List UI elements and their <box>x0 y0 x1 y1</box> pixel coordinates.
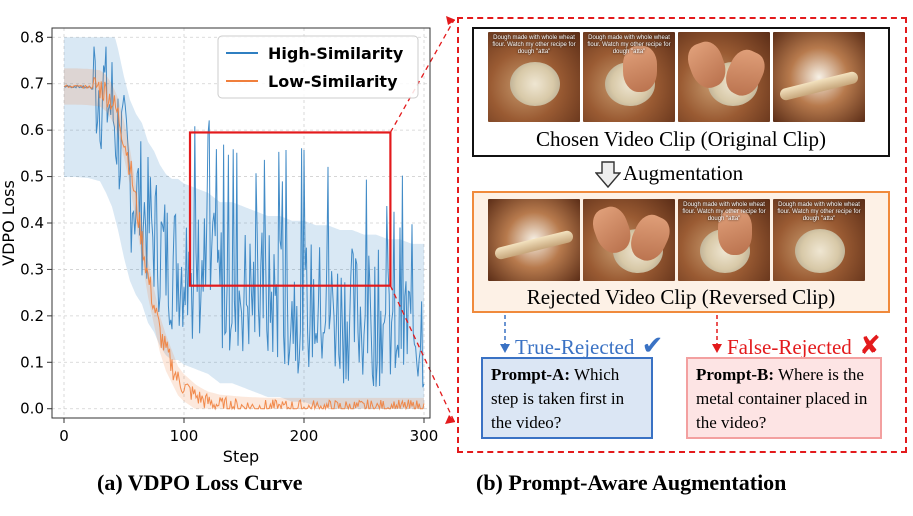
x-tick-label: 100 <box>170 427 199 445</box>
x-tick-label: 0 <box>59 427 69 445</box>
legend: High-Similarity Low-Similarity <box>217 35 419 99</box>
y-tick-label: 0.7 <box>20 75 44 93</box>
y-tick-label: 0.2 <box>20 307 44 325</box>
true-rejected-text: True-Rejected <box>515 335 635 359</box>
false-branch-arrowhead <box>712 344 722 353</box>
zoom-arrowhead-bottom <box>445 415 455 424</box>
false-rejected-text: False-Rejected <box>727 335 852 359</box>
axis-ticks: 0 100 200 300 0.0 0.1 0.2 0.3 0.4 0.5 0.6 0.7 0.8 <box>20 28 438 445</box>
loss-curve-chart: 0 100 200 300 0.0 0.1 0.2 0.3 0.4 0.5 0.6 0.7 0.8 St… <box>0 16 455 466</box>
prompt-a-text: Which step is taken first in the video? <box>491 365 625 432</box>
zoom-connector-top <box>389 19 455 133</box>
series-band-low-similarity <box>64 68 424 409</box>
rejected-clip-box: Dough made with whole wheat flour. Watch… <box>472 191 890 313</box>
chosen-frames: Dough made with whole wheat flour. Watch… <box>488 32 865 122</box>
chosen-frame-1: Dough made with whole wheat flour. Watch… <box>488 32 580 122</box>
legend-label-high-similarity: High-Similarity <box>268 44 404 63</box>
prompt-b-title: Prompt-B: <box>696 365 775 384</box>
rejected-frame-3: Dough made with whole wheat flour. Watch… <box>678 199 770 281</box>
y-tick-label: 0.5 <box>20 168 44 186</box>
x-tick-label: 300 <box>410 427 439 445</box>
rejected-frame-2 <box>583 199 675 281</box>
caption-a: (a) VDPO Loss Curve <box>97 470 303 495</box>
y-axis-label: VDPO Loss <box>0 180 18 266</box>
augmentation-panel: Dough made with whole wheat flour. Watch… <box>457 17 907 453</box>
grid-lines <box>52 28 430 418</box>
series-lines <box>63 37 425 411</box>
rejected-frame-4: Dough made with whole wheat flour. Watch… <box>773 199 865 281</box>
y-tick-label: 0.3 <box>20 260 44 278</box>
chosen-frame-2: Dough made with whole wheat flour. Watch… <box>583 32 675 122</box>
y-tick-label: 0.0 <box>20 400 44 418</box>
frame-caption: Dough made with whole wheat flour. Watch… <box>777 202 861 222</box>
check-icon: ✔ <box>641 331 664 360</box>
rejected-clip-label: Rejected Video Clip (Reversed Clip) <box>526 285 836 309</box>
x-axis-label: Step <box>223 447 259 466</box>
zoom-arrowhead-top <box>446 16 455 25</box>
frame-caption: Dough made with whole wheat flour. Watch… <box>492 35 576 55</box>
rejected-frames: Dough made with whole wheat flour. Watch… <box>488 199 865 281</box>
caption-b: (b) Prompt-Aware Augmentation <box>476 470 787 495</box>
frame-caption: Dough made with whole wheat flour. Watch… <box>587 35 671 55</box>
augmentation-arrow-icon <box>595 161 621 189</box>
series-line-high-similarity <box>63 46 425 388</box>
true-rejected-label: True-Rejected ✔ <box>515 331 663 361</box>
chosen-frame-3 <box>678 32 770 122</box>
y-tick-label: 0.8 <box>20 28 44 46</box>
branch-arrows <box>500 315 722 353</box>
x-tick-label: 200 <box>290 427 319 445</box>
augmentation-label: Augmentation <box>623 161 744 185</box>
cross-icon: ✘ <box>859 331 881 360</box>
chosen-clip-label: Chosen Video Clip (Original Clip) <box>535 127 826 151</box>
series-line-low-similarity <box>63 77 425 411</box>
zoom-highlight-box <box>188 131 392 287</box>
y-tick-label: 0.6 <box>20 121 44 139</box>
prompt-b-text: Where is the metal container placed in t… <box>696 365 868 432</box>
prompt-a-box: Prompt-A: Which step is taken first in t… <box>481 357 653 439</box>
chosen-frame-4 <box>773 32 865 122</box>
false-rejected-label: False-Rejected ✘ <box>727 331 881 361</box>
chosen-clip-box: Dough made with whole wheat flour. Watch… <box>472 27 890 157</box>
y-tick-label: 0.4 <box>20 214 44 232</box>
prompt-a-title: Prompt-A: <box>491 365 570 384</box>
frame-caption: Dough made with whole wheat flour. Watch… <box>682 202 766 222</box>
prompt-b-box: Prompt-B: Where is the metal container p… <box>686 357 882 439</box>
y-tick-label: 0.1 <box>20 353 44 371</box>
rejected-frame-1 <box>488 199 580 281</box>
zoom-connector-bottom <box>389 285 455 422</box>
true-branch-arrowhead <box>500 344 510 353</box>
legend-label-low-similarity: Low-Similarity <box>268 72 398 91</box>
